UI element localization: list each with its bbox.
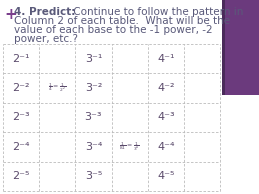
Text: $\frac{1}{81}=\frac{1}{3^4}$: $\frac{1}{81}=\frac{1}{3^4}$ bbox=[119, 141, 140, 153]
Text: power, etc.?: power, etc.? bbox=[14, 34, 78, 44]
Text: 2⁻³: 2⁻³ bbox=[12, 113, 30, 122]
Text: +: + bbox=[4, 7, 17, 22]
Text: 3⁻⁴: 3⁻⁴ bbox=[85, 142, 102, 152]
Bar bbox=[222, 0, 225, 95]
Text: 3⁻³: 3⁻³ bbox=[85, 113, 102, 122]
Text: 3⁻²: 3⁻² bbox=[85, 83, 102, 93]
Text: 2⁻⁵: 2⁻⁵ bbox=[12, 171, 30, 181]
Text: 2⁻²: 2⁻² bbox=[12, 83, 30, 93]
Text: 4. Predict:: 4. Predict: bbox=[14, 7, 75, 17]
Text: 4⁻³: 4⁻³ bbox=[157, 113, 175, 122]
Text: 3⁻¹: 3⁻¹ bbox=[85, 54, 102, 64]
Text: 3⁻⁵: 3⁻⁵ bbox=[85, 171, 102, 181]
Text: $\frac{1}{4}=\frac{1}{2^2}$: $\frac{1}{4}=\frac{1}{2^2}$ bbox=[48, 82, 66, 94]
Text: Column 2 of each table.  What will be the: Column 2 of each table. What will be the bbox=[14, 16, 230, 26]
Text: 2⁻⁴: 2⁻⁴ bbox=[12, 142, 30, 152]
Bar bbox=[222, 0, 259, 95]
Text: Continue to follow the pattern in: Continue to follow the pattern in bbox=[70, 7, 243, 17]
Text: 4⁻⁵: 4⁻⁵ bbox=[157, 171, 175, 181]
Text: 2⁻¹: 2⁻¹ bbox=[12, 54, 30, 64]
Text: 4⁻¹: 4⁻¹ bbox=[157, 54, 175, 64]
Text: 4⁻²: 4⁻² bbox=[157, 83, 175, 93]
Text: value of each base to the -1 power, -2: value of each base to the -1 power, -2 bbox=[14, 25, 213, 35]
Text: 4⁻⁴: 4⁻⁴ bbox=[157, 142, 175, 152]
